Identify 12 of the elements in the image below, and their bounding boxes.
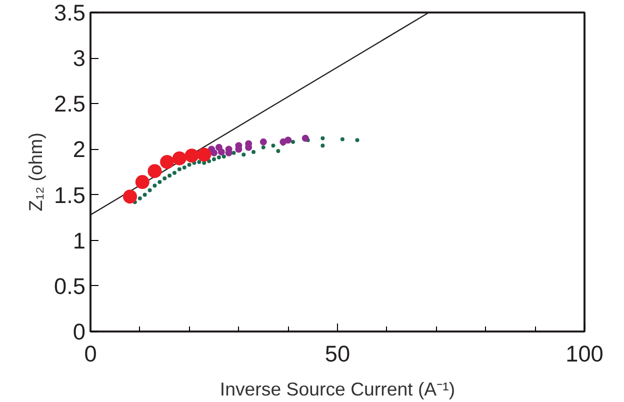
y-tick-label: 3.5 (54, 0, 86, 26)
y-tick-label: 2.5 (54, 90, 86, 117)
y-tick-label: 2 (72, 136, 86, 162)
x-axis-title: Inverse Source Current (A⁻¹) (220, 378, 456, 400)
y-tick-label: 3 (72, 45, 86, 72)
y-tick-label: 0.5 (54, 272, 86, 299)
x-tick-label: 100 (566, 340, 604, 366)
y-axis-title: Z₁₂ (ohm) (25, 132, 46, 212)
x-tick-label: 50 (324, 340, 350, 366)
y-tick-label: 0 (72, 318, 86, 344)
y-tick-label: 1.5 (54, 182, 86, 208)
y-tick-label: 1 (72, 227, 86, 254)
